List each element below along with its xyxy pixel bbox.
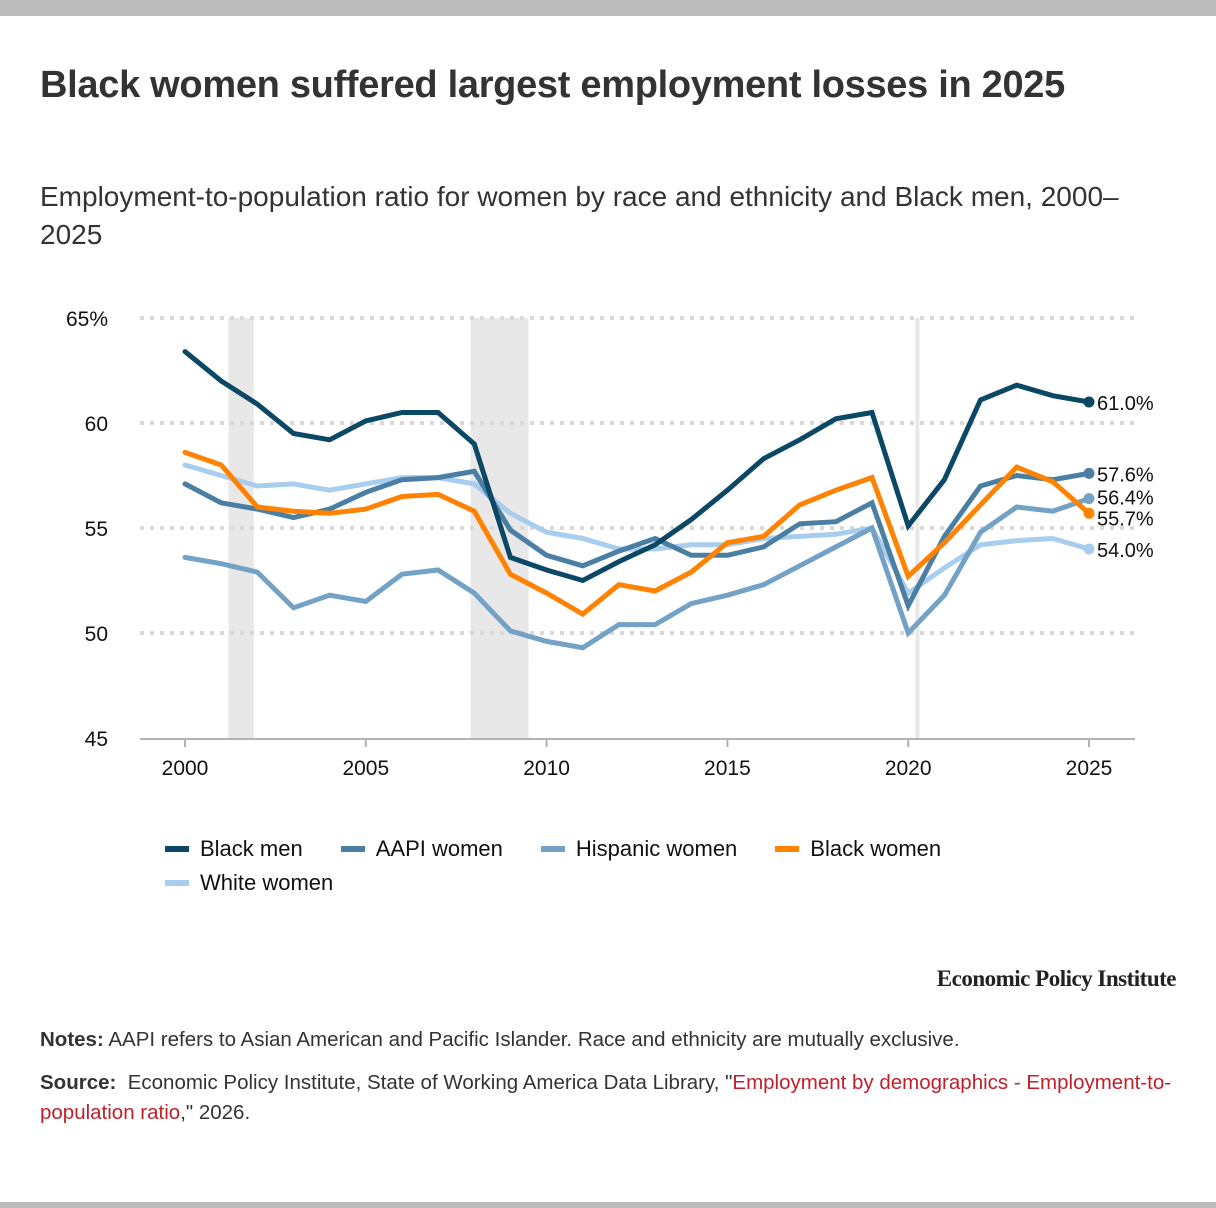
end-label-hispanic-women: 56.4% bbox=[1097, 488, 1154, 510]
series-line-white-women bbox=[182, 462, 1092, 597]
legend-item-hispanic-women: Hispanic women bbox=[540, 836, 738, 862]
epi-logo: Economic Policy Institute bbox=[936, 966, 1177, 991]
source-suffix: ," 2026. bbox=[180, 1101, 251, 1124]
legend-item-black-women: Black women bbox=[775, 836, 941, 862]
recession-band bbox=[915, 318, 920, 738]
x-axis-labels: 2000 2005 2010 2015 2020 2025 bbox=[162, 757, 1113, 780]
legend: Black men AAPI women Hispanic women Blac… bbox=[165, 832, 1065, 900]
notes-text: AAPI refers to Asian American and Pacifi… bbox=[103, 1028, 960, 1051]
y-tick-label: 55 bbox=[85, 518, 108, 541]
series-line-black-men bbox=[182, 349, 1092, 584]
y-tick-label: 50 bbox=[85, 623, 108, 646]
source-label: Source: bbox=[40, 1071, 117, 1094]
series-line-hispanic-women bbox=[182, 496, 1092, 651]
notes-section: Notes: AAPI refers to Asian American and… bbox=[40, 1025, 1180, 1141]
legend-label: White women bbox=[200, 870, 334, 895]
bottom-border bbox=[0, 1202, 1216, 1208]
series-lines bbox=[182, 349, 1092, 651]
x-axis bbox=[140, 738, 1135, 747]
chart-subtitle: Employment-to-population ratio for women… bbox=[40, 181, 1119, 250]
endpoint-dot-black-women bbox=[1083, 507, 1095, 519]
legend-swatch bbox=[540, 846, 565, 852]
x-tick-label: 2020 bbox=[885, 757, 932, 780]
endpoint-dot-black-men bbox=[1083, 396, 1095, 408]
top-border bbox=[0, 0, 1216, 16]
x-tick-label: 2000 bbox=[162, 757, 209, 780]
legend-item-aapi-women: AAPI women bbox=[340, 836, 503, 862]
x-tick-label: 2015 bbox=[704, 757, 751, 780]
legend-swatch bbox=[165, 880, 189, 886]
notes-label: Notes: bbox=[40, 1028, 104, 1051]
y-tick-label: 65% bbox=[66, 308, 108, 331]
endpoint-dot-white-women bbox=[1083, 543, 1095, 555]
legend-label: Hispanic women bbox=[575, 836, 738, 861]
legend-swatch bbox=[775, 846, 800, 852]
legend-swatch bbox=[340, 846, 365, 852]
legend-label: Black women bbox=[810, 836, 942, 861]
end-label-black-women: 55.7% bbox=[1097, 508, 1154, 530]
legend-swatch bbox=[165, 846, 189, 852]
source-link[interactable]: Employment by demographics - Employment-… bbox=[40, 1071, 1172, 1124]
endpoint-dot-hispanic-women bbox=[1083, 493, 1095, 505]
notes: Notes: AAPI refers to Asian American and… bbox=[40, 1025, 1180, 1055]
source: Source: Economic Policy Institute, State… bbox=[40, 1068, 1180, 1128]
line-chart: 45 50 55 60 65% 2000 2005 2010 2015 2020 2025 61.… bbox=[66, 308, 1154, 780]
legend-item-white-women: White women bbox=[165, 870, 333, 896]
legend-label: Black men bbox=[200, 836, 303, 861]
end-label-black-men: 61.0% bbox=[1097, 393, 1154, 415]
legend-label: AAPI women bbox=[375, 836, 503, 861]
x-tick-label: 2025 bbox=[1066, 757, 1113, 780]
y-tick-label: 45 bbox=[85, 728, 108, 751]
end-label-aapi-women: 57.6% bbox=[1097, 464, 1154, 486]
legend-item-black-men: Black men bbox=[165, 836, 303, 862]
source-text: Economic Policy Institute, State of Work… bbox=[116, 1071, 733, 1094]
legend-row: Black men AAPI women Hispanic women Blac… bbox=[165, 832, 1065, 866]
end-label-white-women: 54.0% bbox=[1097, 540, 1154, 562]
y-axis-labels: 45 50 55 60 65% bbox=[66, 308, 108, 751]
x-tick-label: 2005 bbox=[342, 757, 389, 780]
endpoint-dot-aapi-women bbox=[1083, 467, 1095, 479]
chart-title: Black women suffered largest employment … bbox=[40, 64, 1065, 106]
y-tick-label: 60 bbox=[85, 413, 108, 436]
x-tick-label: 2010 bbox=[523, 757, 570, 780]
series-endpoints: 61.0% 57.6%56.4%55.7% 54.0% bbox=[1083, 393, 1154, 562]
legend-row: White women bbox=[165, 866, 1065, 900]
series-line-black-women bbox=[182, 449, 1092, 618]
